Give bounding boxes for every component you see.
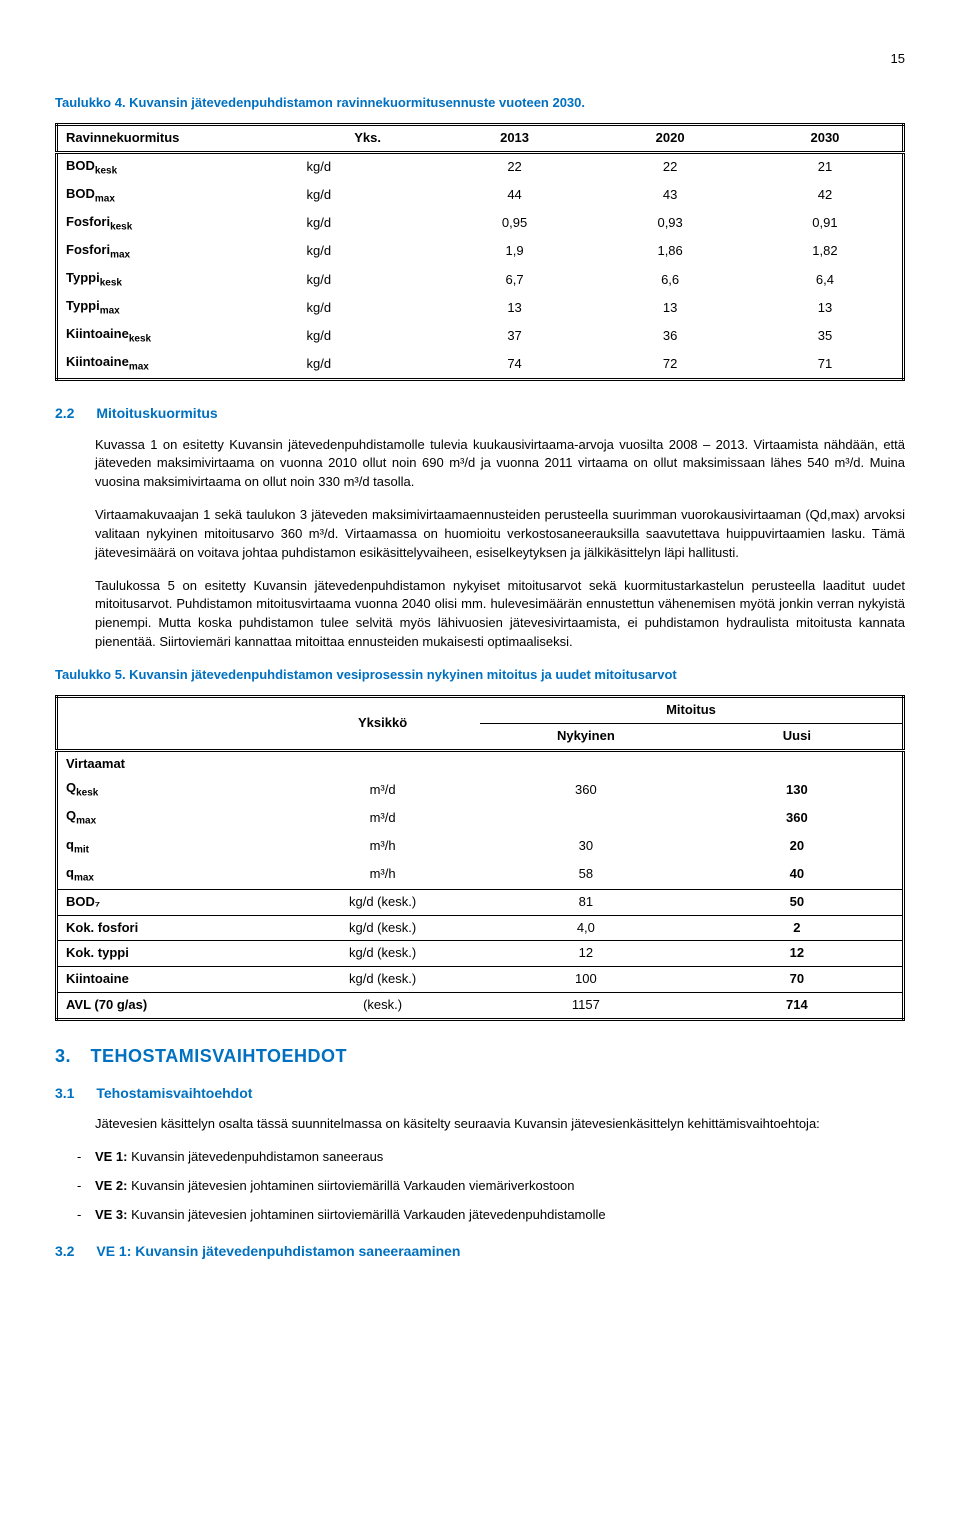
table5-flow-row: qmitm³/h3020 bbox=[57, 833, 904, 861]
table4-row: Fosforimaxkg/d1,91,861,82 bbox=[57, 238, 904, 266]
table4-row: BODmaxkg/d444342 bbox=[57, 182, 904, 210]
section-3-num: 3. bbox=[55, 1046, 71, 1066]
table5-virtaamat-row: Virtaamat bbox=[57, 750, 904, 776]
table4-caption: Taulukko 4. Kuvansin jätevedenpuhdistamo… bbox=[55, 94, 905, 113]
table5-head-unit: Yksikkö bbox=[285, 696, 480, 750]
section-2-2-num: 2.2 bbox=[55, 405, 74, 421]
table5-row: BOD₇kg/d (kesk.)8150 bbox=[57, 889, 904, 915]
table4: Ravinnekuormitus Yks. 2013 2020 2030 BOD… bbox=[55, 123, 905, 382]
section-3-1-heading: 3.1 Tehostamisvaihtoehdot bbox=[55, 1083, 905, 1103]
table4-row: BODkeskkg/d222221 bbox=[57, 152, 904, 182]
section-3-2-num: 3.2 bbox=[55, 1243, 74, 1259]
section-3-2-heading: 3.2 VE 1: Kuvansin jätevedenpuhdistamon … bbox=[55, 1241, 905, 1261]
section-3-1-title: Tehostamisvaihtoehdot bbox=[96, 1085, 252, 1101]
section-2-2-title: Mitoituskuormitus bbox=[96, 405, 217, 421]
table4-h3: 2020 bbox=[592, 124, 748, 152]
table4-h1: Yks. bbox=[299, 124, 437, 152]
table5-flow-row: qmaxm³/h5840 bbox=[57, 861, 904, 890]
table5-head-uusi: Uusi bbox=[692, 723, 904, 750]
table5: Yksikkö Mitoitus Nykyinen Uusi Virtaamat… bbox=[55, 695, 905, 1021]
section-3-title: TEHOSTAMISVAIHTOEHDOT bbox=[91, 1046, 348, 1066]
table5-flow-row: Qkeskm³/d360130 bbox=[57, 776, 904, 804]
table5-row: Kiintoainekg/d (kesk.)10070 bbox=[57, 967, 904, 993]
list-item: VE 2: Kuvansin jätevesien johtaminen sii… bbox=[95, 1177, 905, 1196]
section-3-2-title: VE 1: Kuvansin jätevedenpuhdistamon sane… bbox=[96, 1243, 460, 1259]
table4-header-row: Ravinnekuormitus Yks. 2013 2020 2030 bbox=[57, 124, 904, 152]
list-item: VE 3: Kuvansin jätevesien johtaminen sii… bbox=[95, 1206, 905, 1225]
table4-row: Typpimaxkg/d131313 bbox=[57, 294, 904, 322]
section-2-2-heading: 2.2 Mitoituskuormitus bbox=[55, 403, 905, 423]
para-2-2-1: Kuvassa 1 on esitetty Kuvansin jäteveden… bbox=[95, 436, 905, 493]
table4-row: Typpikeskkg/d6,76,66,4 bbox=[57, 266, 904, 294]
table5-row: AVL (70 g/as)(kesk.)1157714 bbox=[57, 993, 904, 1020]
table5-flow-row: Qmaxm³/d360 bbox=[57, 804, 904, 832]
section-3-1-num: 3.1 bbox=[55, 1085, 74, 1101]
para-2-2-3: Taulukossa 5 on esitetty Kuvansin jäteve… bbox=[95, 577, 905, 652]
section-3-heading: 3. TEHOSTAMISVAIHTOEHDOT bbox=[55, 1043, 905, 1069]
table5-caption: Taulukko 5. Kuvansin jätevedenpuhdistamo… bbox=[55, 666, 905, 685]
para-2-2-2: Virtaamakuvaajan 1 sekä taulukon 3 jätev… bbox=[95, 506, 905, 563]
list-item: VE 1: Kuvansin jätevedenpuhdistamon sane… bbox=[95, 1148, 905, 1167]
table4-row: Fosforikeskkg/d0,950,930,91 bbox=[57, 210, 904, 238]
page-number: 15 bbox=[55, 50, 905, 69]
table5-header-row1: Yksikkö Mitoitus bbox=[57, 696, 904, 723]
table4-h4: 2030 bbox=[748, 124, 904, 152]
table4-row: Kiintoainemaxkg/d747271 bbox=[57, 350, 904, 380]
table5-row: Kok. fosforikg/d (kesk.)4,02 bbox=[57, 915, 904, 941]
table4-h2: 2013 bbox=[437, 124, 593, 152]
vaihtoehdot-list: VE 1: Kuvansin jätevedenpuhdistamon sane… bbox=[55, 1148, 905, 1225]
para-3-1-1: Jätevesien käsittelyn osalta tässä suunn… bbox=[95, 1115, 905, 1134]
table5-head-nyk: Nykyinen bbox=[480, 723, 692, 750]
table4-row: Kiintoainekeskkg/d373635 bbox=[57, 322, 904, 350]
table4-h0: Ravinnekuormitus bbox=[57, 124, 299, 152]
table5-head-mitoitus: Mitoitus bbox=[480, 696, 904, 723]
table5-row: Kok. typpikg/d (kesk.)1212 bbox=[57, 941, 904, 967]
